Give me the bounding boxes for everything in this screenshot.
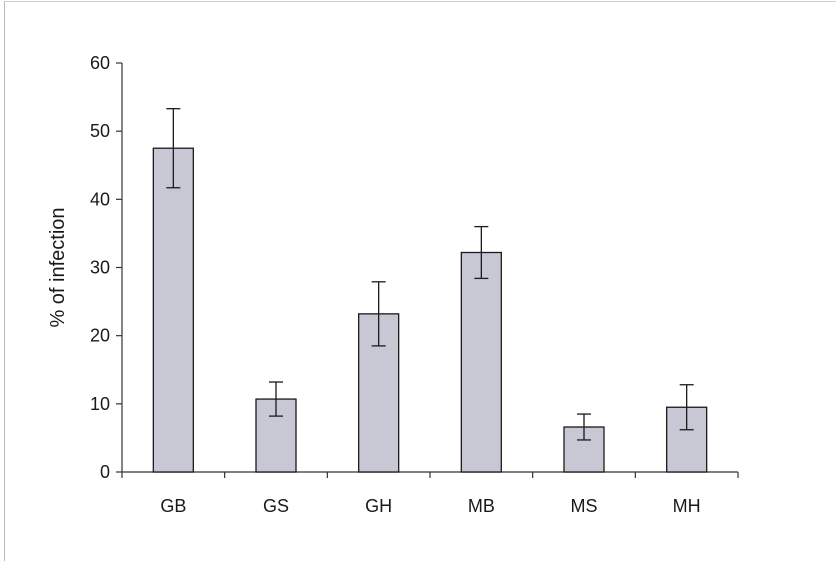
bars xyxy=(152,147,708,473)
y-tick-label: 20 xyxy=(90,326,110,346)
error-bars xyxy=(166,108,694,441)
y-tick-label: 0 xyxy=(100,462,110,482)
y-axis: 0 10 20 30 40 50 60 xyxy=(90,53,123,482)
x-tick-label: MS xyxy=(571,496,598,516)
y-tick-label: 30 xyxy=(90,258,110,278)
x-axis: GB GS GH MB MS MH xyxy=(121,471,739,516)
y-tick-label: 50 xyxy=(90,121,110,141)
y-tick-label: 60 xyxy=(90,53,110,73)
y-tick-label: 40 xyxy=(90,189,110,209)
y-axis-title: % of infection xyxy=(47,207,69,327)
x-tick-label: MH xyxy=(673,496,701,516)
y-tick-label: 10 xyxy=(90,394,110,414)
x-tick-label: GS xyxy=(263,496,289,516)
x-tick-label: GH xyxy=(365,496,392,516)
x-tick-label: MB xyxy=(468,496,495,516)
x-tick-label: GB xyxy=(160,496,186,516)
bar-mb xyxy=(460,251,502,473)
bar-gb xyxy=(152,147,194,473)
